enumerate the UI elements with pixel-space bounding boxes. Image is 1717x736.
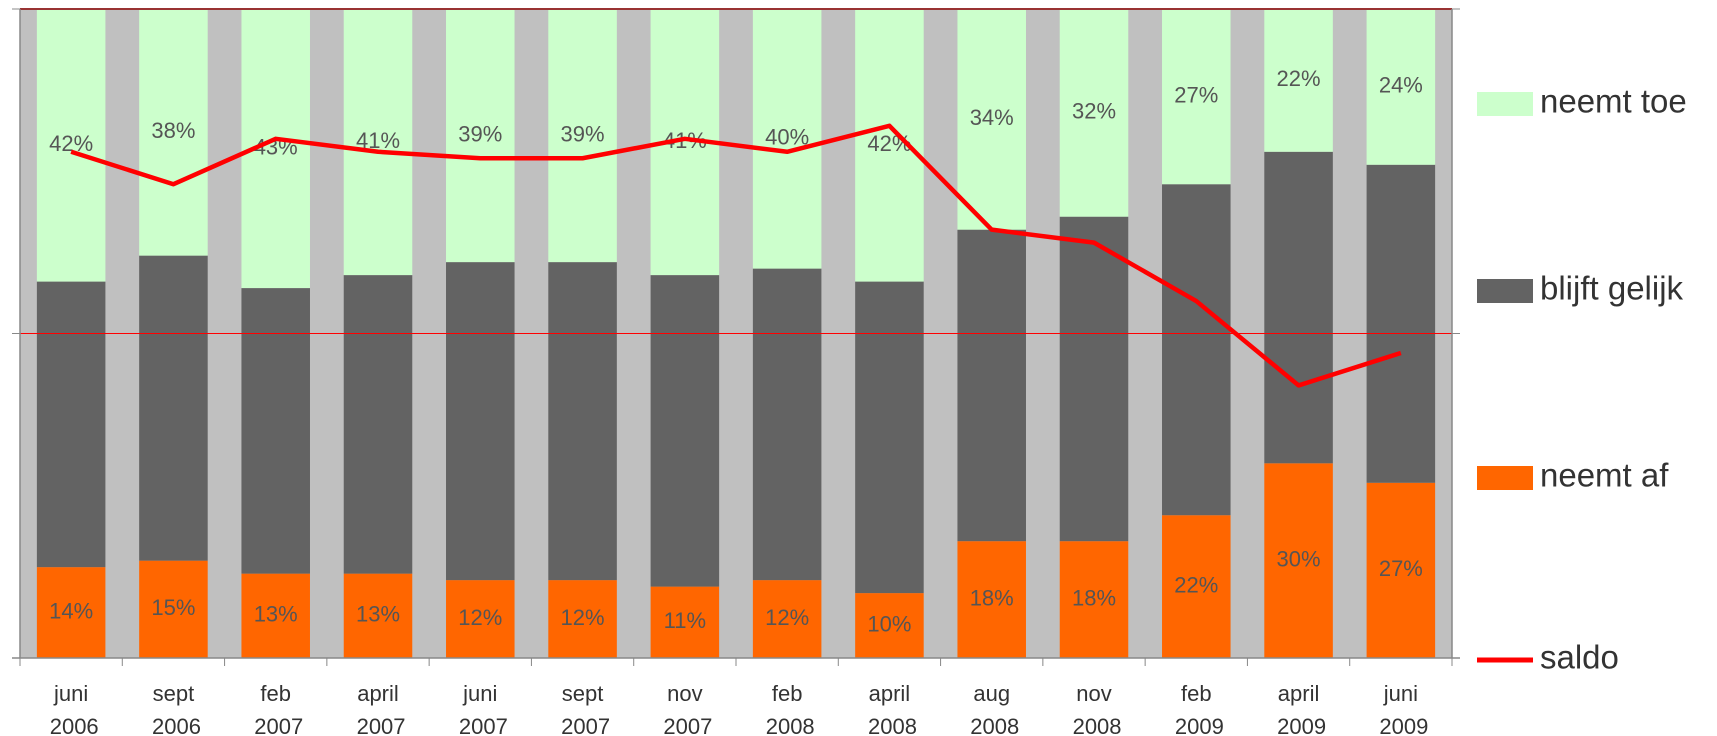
value-label: 14% [49, 598, 93, 623]
legend-item: saldo [1477, 639, 1619, 676]
value-label: 18% [970, 585, 1014, 610]
value-label: 39% [561, 121, 605, 146]
value-label: 13% [356, 602, 400, 627]
bar-segment [1162, 184, 1231, 516]
value-label: 13% [254, 602, 298, 627]
bar-segment [855, 9, 924, 282]
x-tick-label: nov 2008 [1066, 681, 1121, 736]
x-tick-label: april 2007 [350, 681, 405, 736]
value-label: 22% [1277, 66, 1321, 91]
bar-segment [1366, 9, 1436, 165]
bar-segment [343, 9, 413, 276]
legend-label: neemt toe [1540, 83, 1687, 120]
value-label: 40% [765, 125, 809, 150]
bar-segment [548, 262, 617, 581]
bar-segment [1366, 482, 1436, 658]
bar-segment [752, 580, 822, 658]
bar-segment [752, 268, 822, 581]
bar-segment [957, 9, 1026, 230]
bar-segment [343, 573, 413, 658]
legend-item: neemt af [1477, 457, 1669, 494]
bar-segment [855, 281, 924, 594]
x-tick-label: juni 2009 [1373, 681, 1428, 736]
x-tick-label: sept 2006 [146, 681, 201, 736]
value-label: 32% [1072, 99, 1116, 124]
legend-swatch [1477, 92, 1533, 116]
bar-segment [548, 580, 617, 658]
bar-segment [548, 9, 617, 263]
bar-segment [139, 560, 208, 658]
x-tick-label: juni 2006 [44, 681, 99, 736]
bar-segment [1264, 463, 1333, 658]
x-tick-label: april 2008 [862, 681, 917, 736]
value-label: 22% [1174, 572, 1218, 597]
value-label: 12% [765, 605, 809, 630]
bar-segment [446, 9, 515, 263]
x-tick-label: feb 2008 [760, 681, 815, 736]
legend-swatch [1477, 279, 1533, 303]
x-tick-label: feb 2007 [248, 681, 303, 736]
value-label: 10% [867, 611, 911, 636]
value-label: 11% [664, 608, 706, 633]
bar-segment [1366, 164, 1436, 483]
x-tick-label: aug 2008 [964, 681, 1019, 736]
legend-label: blijft gelijk [1540, 270, 1684, 307]
value-label: 27% [1379, 556, 1423, 581]
bar-segment [957, 541, 1026, 658]
value-label: 12% [561, 605, 605, 630]
bar-segment [446, 262, 515, 581]
value-label: 24% [1379, 73, 1423, 98]
legend-item: neemt toe [1477, 83, 1687, 120]
value-label: 34% [970, 105, 1014, 130]
value-label: 27% [1174, 82, 1218, 107]
bar-segment [36, 281, 106, 568]
bar-segment [36, 9, 106, 282]
bar-segment [650, 586, 720, 658]
bar-segment [241, 573, 310, 658]
value-label: 12% [458, 605, 502, 630]
value-label: 18% [1072, 585, 1116, 610]
value-label: 39% [458, 121, 502, 146]
legend-swatch [1477, 466, 1533, 490]
value-label: 15% [151, 595, 195, 620]
bar-segment [957, 229, 1026, 542]
value-label: 30% [1277, 546, 1321, 571]
x-tick-label: feb 2009 [1169, 681, 1224, 736]
bar-segment [1162, 9, 1231, 185]
bar-segment [752, 9, 822, 269]
x-tick-label: april 2009 [1271, 681, 1326, 736]
x-tick-label: juni 2007 [453, 681, 508, 736]
legend-label: saldo [1540, 639, 1619, 676]
line-series [70, 123, 1402, 388]
bar-segment [139, 255, 208, 561]
bar-segment [36, 567, 106, 658]
bar-segment [650, 275, 720, 587]
bar-segment [1059, 541, 1129, 658]
x-tick-label: sept 2007 [555, 681, 610, 736]
bar-segment [343, 275, 413, 574]
bar-segment [139, 9, 208, 256]
value-label: 38% [151, 118, 195, 143]
bar-segment [1059, 216, 1129, 542]
bar-segment [1059, 9, 1129, 217]
bar-segment [855, 593, 924, 658]
bar-segment [446, 580, 515, 658]
legend-item: blijft gelijk [1477, 270, 1684, 307]
bar-segment [241, 288, 310, 574]
x-tick-label: nov 2007 [657, 681, 712, 736]
bar-segment [1264, 9, 1333, 152]
bar-segment [1162, 515, 1231, 658]
bar-segment [1264, 151, 1333, 464]
legend-label: neemt af [1540, 457, 1669, 494]
